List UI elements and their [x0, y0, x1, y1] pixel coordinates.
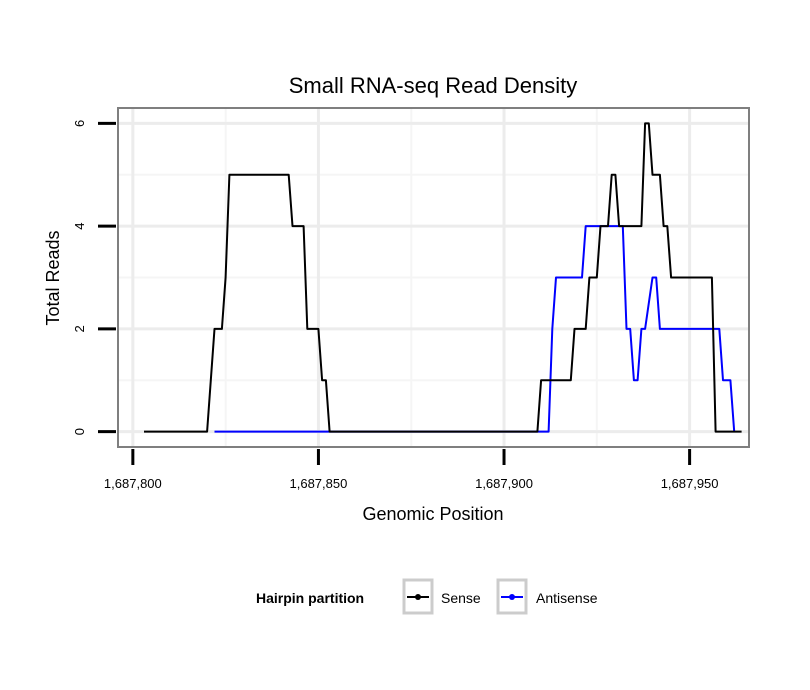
legend: Hairpin partition Sense Antisense	[256, 578, 598, 615]
chart-title: Small RNA-seq Read Density	[289, 73, 578, 98]
plot-panel-border	[117, 107, 750, 448]
legend-point-antisense	[509, 594, 515, 600]
y-tick-label: 2	[72, 325, 87, 332]
x-tick-label: 1,687,900	[475, 476, 533, 491]
y-axis-title: Total Reads	[43, 230, 63, 325]
x-axis-title: Genomic Position	[362, 504, 503, 524]
series-lines	[144, 122, 742, 433]
axes: 1,687,800 1,687,850 1,687,900 1,687,950 0 2 4 6	[72, 120, 719, 491]
y-tick-label: 4	[72, 223, 87, 230]
x-tick-label: 1,687,950	[661, 476, 719, 491]
legend-point-sense	[415, 594, 421, 600]
series-line-sense	[144, 122, 742, 433]
legend-item-antisense: Antisense	[496, 578, 598, 615]
y-tick-label: 6	[72, 120, 87, 127]
y-tick-label: 0	[72, 428, 87, 435]
series-line-antisense	[214, 225, 736, 433]
legend-title: Hairpin partition	[256, 590, 364, 606]
x-tick-label: 1,687,800	[104, 476, 162, 491]
x-tick-label: 1,687,850	[290, 476, 348, 491]
legend-label-sense: Sense	[441, 590, 481, 606]
legend-item-sense: Sense	[402, 578, 481, 615]
legend-label-antisense: Antisense	[536, 590, 598, 606]
